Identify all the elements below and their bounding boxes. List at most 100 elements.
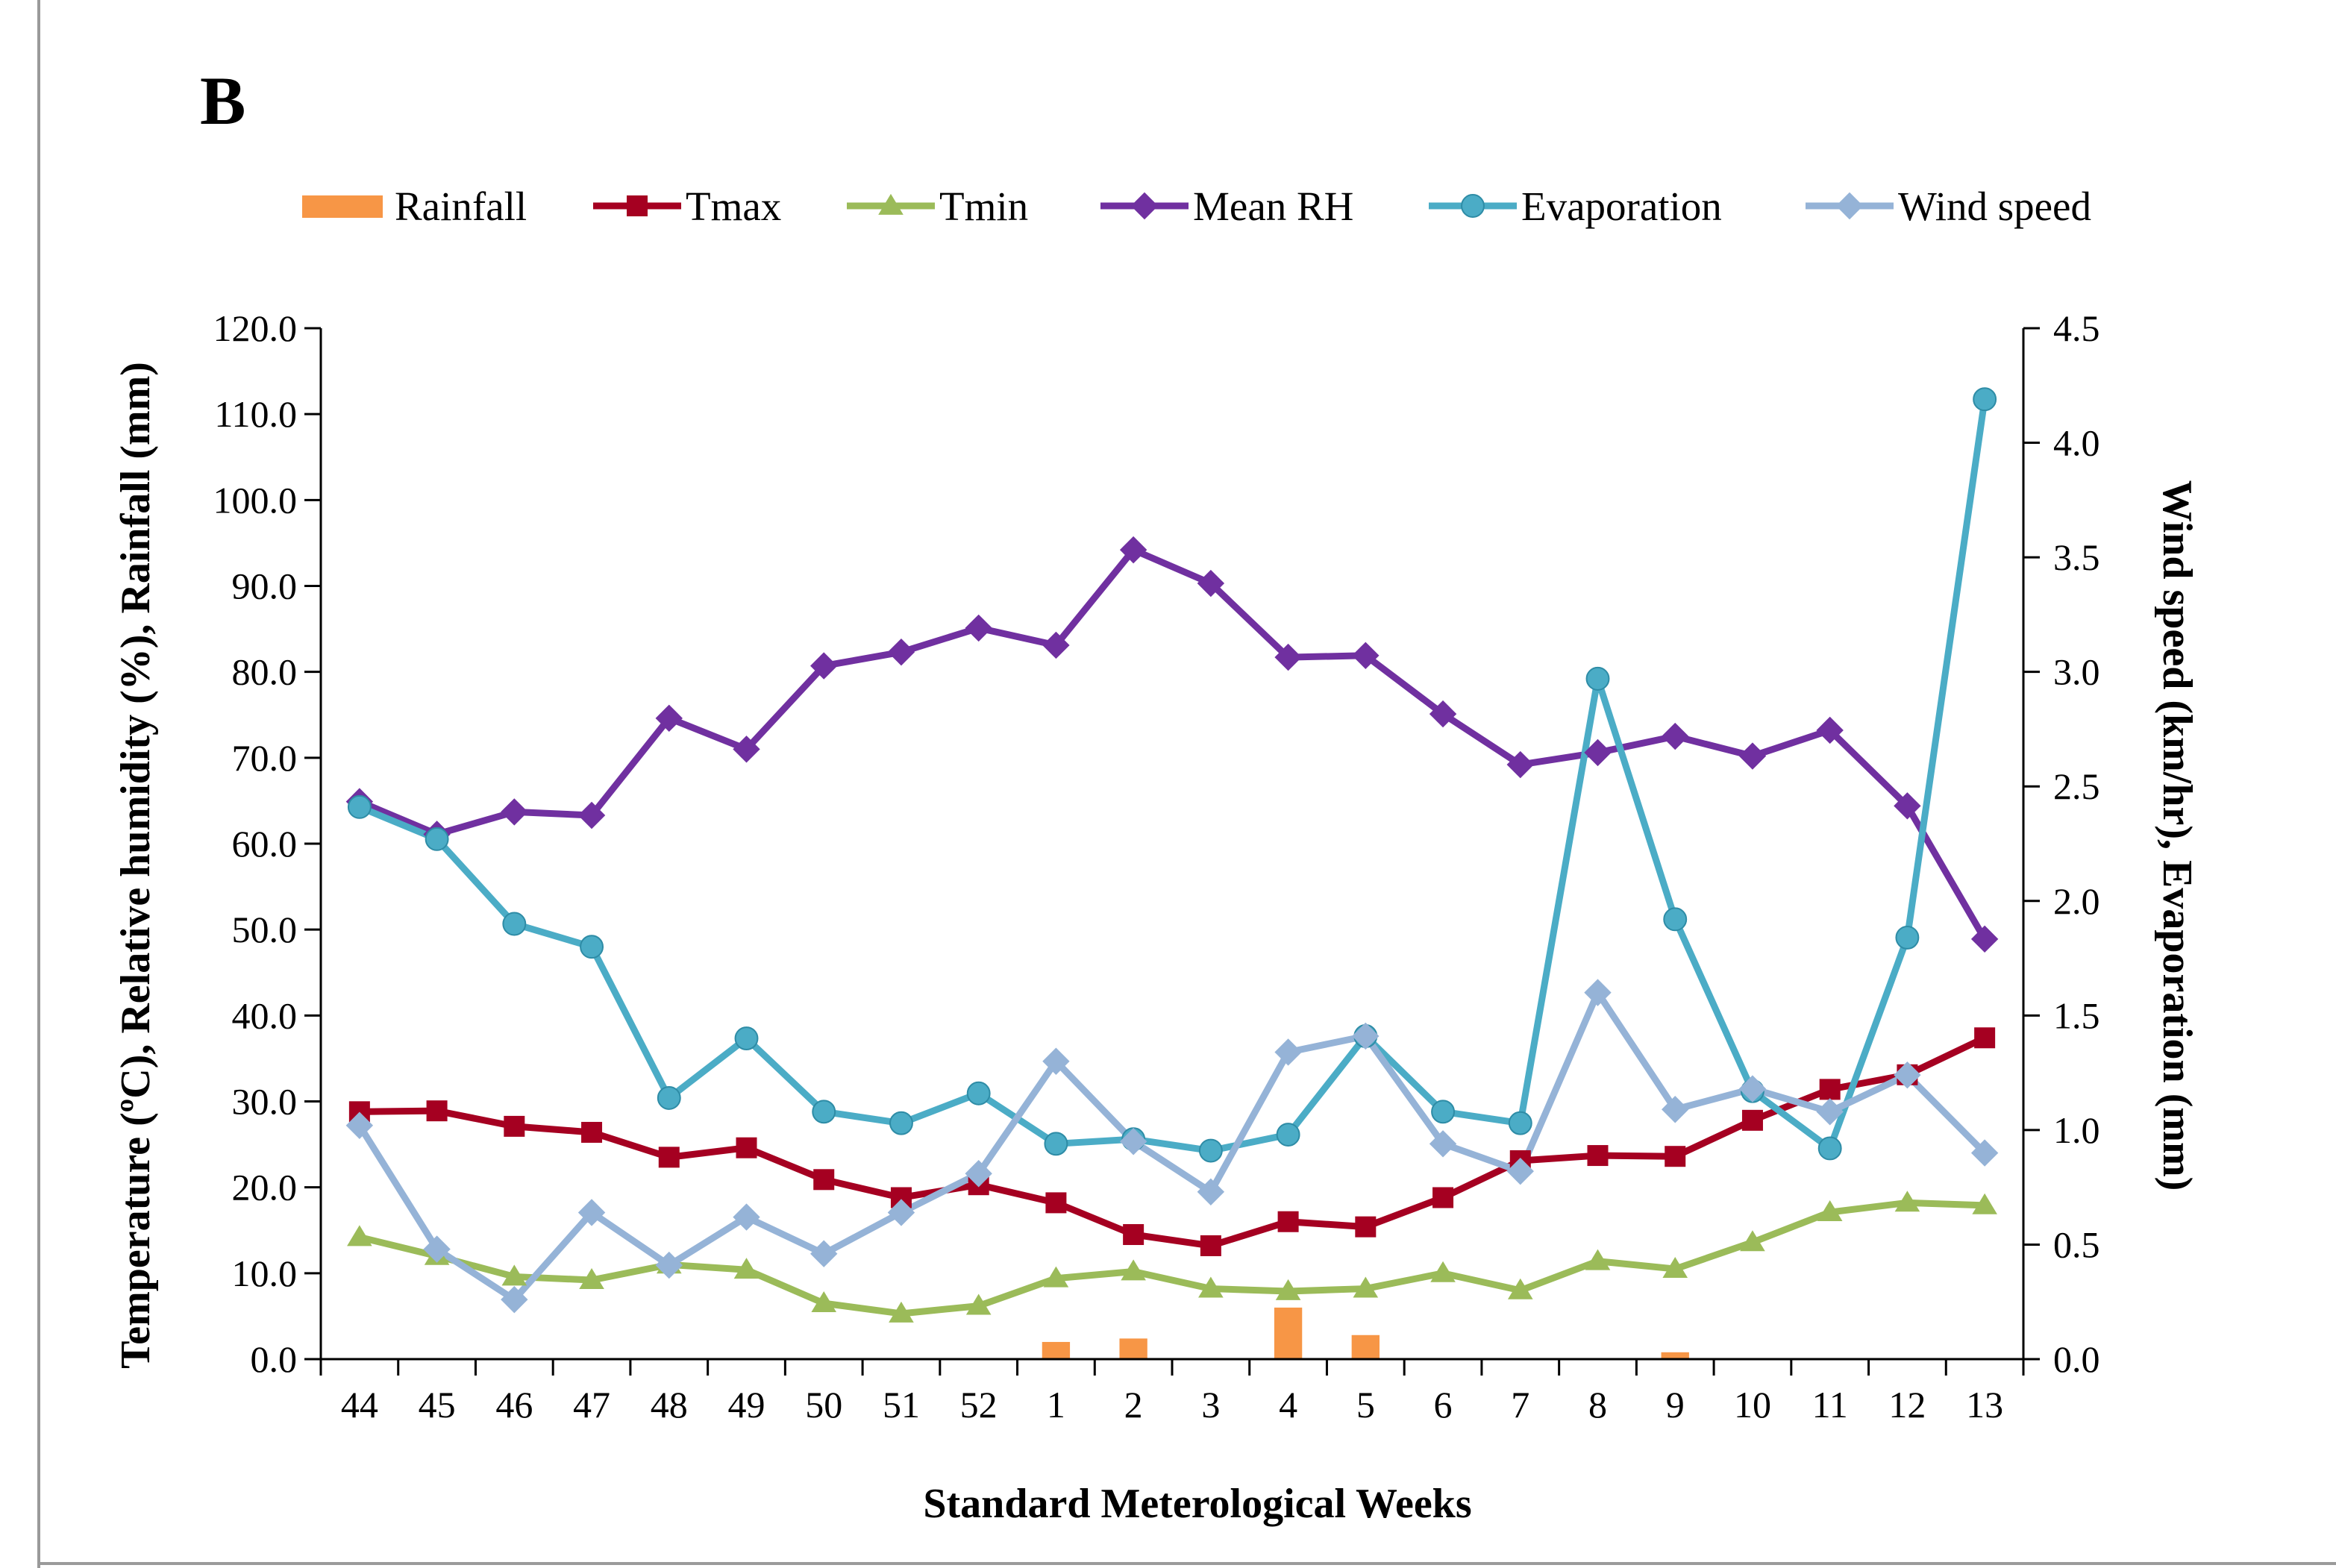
legend-item-tmax: Tmax <box>593 184 781 229</box>
x-tick-label: 6 <box>1434 1384 1453 1426</box>
mean-rh-point <box>887 638 915 666</box>
evaporation-point <box>1585 666 1610 691</box>
y-right-tick-label: 4.5 <box>2053 307 2100 349</box>
evaporation-point <box>812 1100 836 1124</box>
tmin-point <box>965 1293 992 1315</box>
mean-rh-point <box>1197 569 1225 598</box>
axes: 0.010.020.030.040.050.060.070.080.090.01… <box>213 307 2100 1426</box>
tmin-point <box>1972 1193 1997 1214</box>
legend-label-tmin: Tmin <box>939 184 1028 229</box>
x-tick-label: 10 <box>1734 1384 1771 1426</box>
tmin-point <box>1430 1261 1456 1282</box>
tmin-point <box>1121 1259 1146 1281</box>
tmax-point <box>581 1121 603 1143</box>
legend-item-wind-speed: Wind speed <box>1806 184 2091 229</box>
rainfall-bar <box>1661 1352 1689 1359</box>
tmin-point <box>501 1264 527 1286</box>
tmax-point <box>658 1147 680 1168</box>
x-tick-label: 4 <box>1279 1384 1297 1426</box>
evaporation-point <box>1663 907 1688 932</box>
wind-speed-point <box>1119 1128 1147 1155</box>
x-tick-label: 48 <box>651 1384 688 1426</box>
wind-speed-point <box>345 1111 374 1139</box>
tmax-point <box>1432 1187 1454 1208</box>
x-tick-label: 12 <box>1888 1384 1926 1426</box>
legend-label-wind-speed: Wind speed <box>1898 184 2091 229</box>
legend-label-rainfall: Rainfall <box>395 184 527 229</box>
evaporation-point <box>734 1026 759 1050</box>
series-lines <box>357 398 1988 1317</box>
x-tick-label: 3 <box>1201 1384 1220 1426</box>
tmin-point <box>1585 1249 1611 1270</box>
rainfall-bar <box>1351 1335 1380 1359</box>
wind-speed-point <box>965 1160 992 1188</box>
tmin-point <box>811 1291 837 1313</box>
evaporation-point <box>1198 1138 1223 1163</box>
wind-speed-point <box>887 1199 915 1226</box>
tmin-point <box>1275 1279 1301 1300</box>
y-left-tick-label: 20.0 <box>232 1167 298 1208</box>
mean-rh-point <box>655 704 683 733</box>
evaporation-point <box>1817 1136 1842 1161</box>
y-left-tick-label: 40.0 <box>232 994 298 1036</box>
mean-rh-point <box>501 798 528 826</box>
y-right-tick-label: 2.0 <box>2053 880 2100 922</box>
y-axis-right-title: Wind speed (km/hr), Evaporation (mm) <box>2154 480 2200 1191</box>
tmax-point <box>1665 1146 1686 1167</box>
wind-speed-point <box>1970 1139 1999 1167</box>
mean-rh-point <box>1506 750 1534 779</box>
x-tick-label: 52 <box>960 1384 998 1426</box>
wind-speed-point <box>1894 1061 1921 1089</box>
legend-marker-mean-rh <box>1130 192 1159 220</box>
wind-speed-point <box>1506 1157 1534 1185</box>
legend-marker-evaporation <box>1461 194 1485 218</box>
tmax-point <box>1741 1109 1763 1131</box>
evaporation-point <box>580 935 604 959</box>
tmax-point <box>1355 1216 1377 1238</box>
y-left-tick-label: 100.0 <box>213 479 298 521</box>
tmin-point <box>733 1258 760 1279</box>
y-right-tick-label: 1.5 <box>2053 994 2100 1036</box>
tmax-point <box>1819 1079 1841 1100</box>
wind-speed-point <box>577 1199 606 1226</box>
y-left-tick-label: 50.0 <box>232 909 298 950</box>
y-left-tick-label: 70.0 <box>232 737 298 779</box>
tmax-point <box>1123 1224 1144 1246</box>
tmax-point <box>813 1169 835 1191</box>
tmax-point <box>736 1137 757 1158</box>
wind-speed-point <box>1429 1130 1457 1158</box>
wind-speed-point <box>423 1235 451 1263</box>
x-tick-label: 2 <box>1124 1384 1143 1426</box>
wind-speed-point <box>1662 1096 1689 1123</box>
legend-item-mean-rh: Mean RH <box>1100 184 1353 229</box>
x-tick-label: 9 <box>1666 1384 1685 1426</box>
mean-rh-point <box>1429 700 1457 728</box>
wind-speed-point <box>810 1240 838 1267</box>
y-axis-left-title: Temperature (ºC), Relative humidity (%),… <box>113 362 159 1369</box>
legend-label-evaporation: Evaporation <box>1521 184 1722 229</box>
tmax-point <box>1277 1211 1299 1232</box>
wind-speed-point <box>1738 1075 1767 1103</box>
legend-label-mean-rh: Mean RH <box>1193 184 1353 229</box>
x-tick-label: 7 <box>1511 1384 1529 1426</box>
tmax-line <box>359 1035 1987 1249</box>
y-left-tick-label: 120.0 <box>213 307 298 349</box>
y-right-tick-label: 3.5 <box>2053 536 2100 578</box>
x-axis-title: Standard Meterological Weeks <box>923 1481 1471 1527</box>
legend-marker-tmin <box>878 193 904 215</box>
legend-item-evaporation: Evaporation <box>1429 184 1722 229</box>
y-right-tick-label: 3.0 <box>2053 651 2100 693</box>
x-tick-label: 1 <box>1047 1384 1065 1426</box>
tmax-point <box>426 1100 448 1122</box>
evaporation-point <box>889 1111 913 1135</box>
mean-rh-point <box>1584 738 1612 767</box>
tmin-point <box>1894 1191 1920 1212</box>
rainfall-bar <box>1119 1338 1147 1359</box>
y-left-tick-label: 80.0 <box>232 651 298 693</box>
x-tick-label: 44 <box>341 1384 378 1426</box>
panel-label: B <box>200 63 245 139</box>
legend-marker-wind-speed <box>1835 192 1864 220</box>
x-tick-label: 46 <box>495 1384 533 1426</box>
mean-rh-point <box>1274 643 1302 671</box>
